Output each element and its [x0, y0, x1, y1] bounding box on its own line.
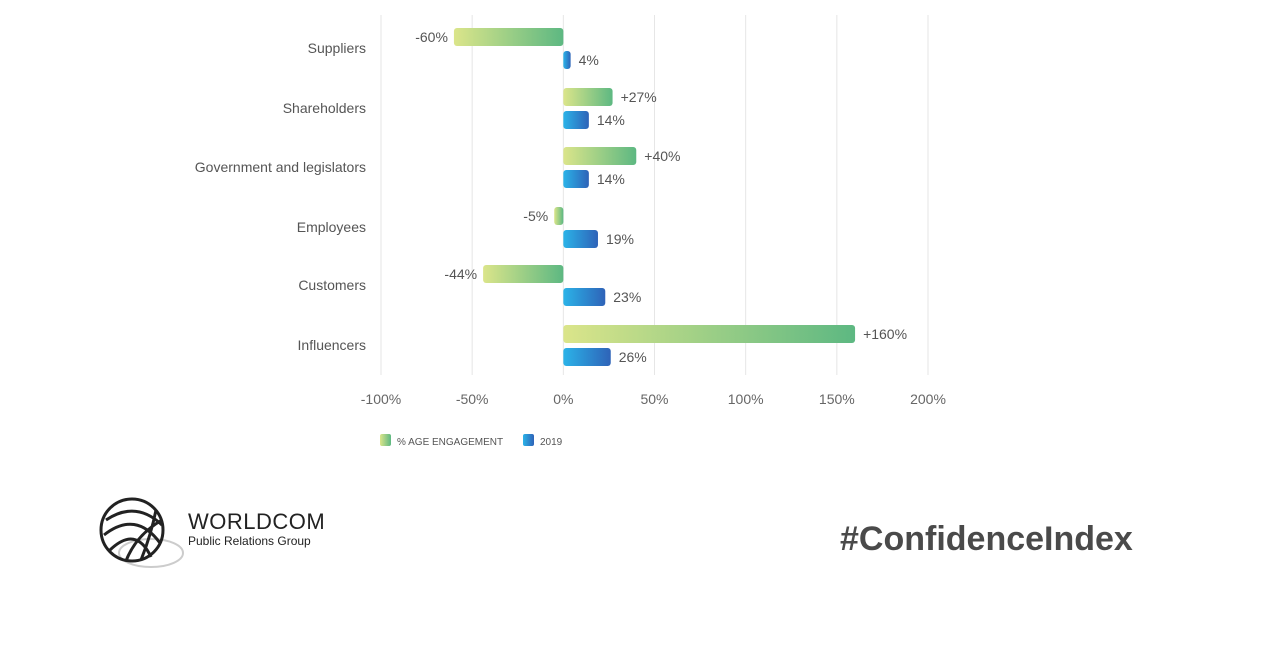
category-label: Government and legislators: [195, 159, 366, 175]
legend-swatch: [523, 434, 534, 446]
bar: [554, 207, 564, 225]
category-label: Employees: [297, 219, 366, 235]
legend-swatch: [380, 434, 391, 446]
logo-subtitle: Public Relations Group: [188, 534, 311, 548]
x-tick-label: 200%: [910, 391, 946, 407]
data-label: 14%: [597, 171, 625, 187]
x-tick-label: 150%: [819, 391, 855, 407]
data-label: -60%: [415, 29, 448, 45]
bar: [563, 288, 606, 306]
bar: [563, 147, 637, 165]
data-label: 4%: [579, 52, 599, 68]
data-label: 26%: [619, 349, 647, 365]
bar: [563, 230, 598, 248]
bar: [453, 28, 564, 46]
category-label: Customers: [298, 277, 366, 293]
data-label: -5%: [523, 208, 548, 224]
hashtag: #ConfidenceIndex: [840, 520, 1133, 558]
bar: [563, 170, 589, 188]
x-tick-label: -50%: [456, 391, 489, 407]
x-tick-label: 50%: [640, 391, 668, 407]
data-label: +40%: [644, 148, 680, 164]
data-label: +160%: [863, 326, 907, 342]
x-tick-label: -100%: [361, 391, 401, 407]
category-label: Suppliers: [308, 40, 366, 56]
data-label: 19%: [606, 231, 634, 247]
globe-icon: [99, 497, 184, 568]
logo-title: WORLDCOM: [188, 509, 326, 534]
category-label: Influencers: [298, 337, 366, 353]
bar-chart: -100% -50% 0% 50% 100% 150% 200% Suppliers -60% 4…: [195, 15, 946, 448]
x-tick-label: 0%: [553, 391, 573, 407]
x-tick-label: 100%: [728, 391, 764, 407]
legend-label: 2019: [540, 437, 563, 448]
category-label: Shareholders: [283, 100, 366, 116]
data-label: -44%: [444, 266, 477, 282]
data-label: 14%: [597, 112, 625, 128]
bar: [563, 325, 856, 343]
bar: [483, 265, 564, 283]
data-label: 23%: [613, 289, 641, 305]
bar: [563, 348, 611, 366]
data-label: +27%: [621, 89, 657, 105]
bar: [563, 51, 571, 69]
bar: [563, 111, 589, 129]
worldcom-logo: WORLDCOM Public Relations Group: [188, 509, 326, 549]
legend-label: % AGE ENGAGEMENT: [397, 437, 503, 448]
bar: [563, 88, 613, 106]
